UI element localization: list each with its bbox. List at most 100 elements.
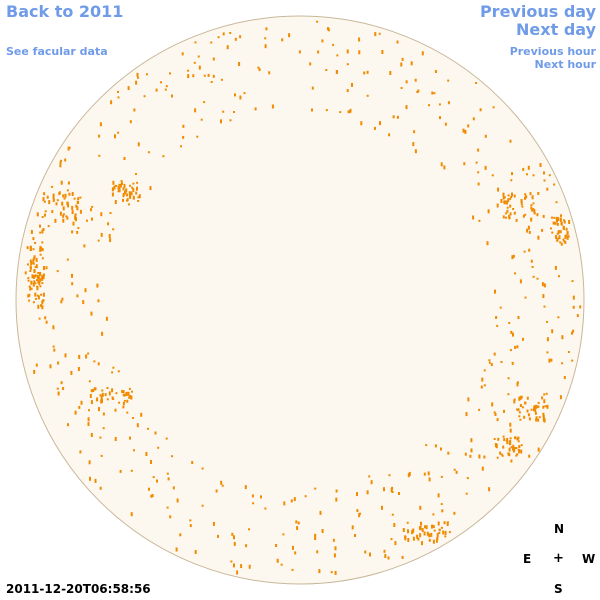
magnetic-spot [41, 241, 44, 244]
magnetic-spot [200, 118, 203, 121]
magnetic-spot [509, 428, 512, 433]
magnetic-spot [34, 274, 37, 278]
see-facular-data-link[interactable]: See facular data [6, 45, 108, 58]
magnetic-spot [275, 544, 278, 547]
magnetic-spot [478, 454, 481, 459]
magnetic-spot [100, 454, 103, 457]
magnetic-spot [483, 455, 486, 459]
magnetic-spot [221, 484, 224, 487]
magnetic-spot [57, 361, 60, 365]
magnetic-spot [264, 507, 267, 510]
next-day-link[interactable]: Next day [516, 20, 596, 39]
magnetic-spot [97, 299, 100, 303]
magnetic-spot [558, 235, 561, 240]
magnetic-spot [60, 381, 63, 385]
magnetic-spot [520, 203, 523, 206]
magnetic-spot [146, 73, 148, 76]
magnetic-spot [29, 270, 32, 272]
magnetic-spot [196, 135, 199, 138]
magnetic-spot [90, 389, 93, 393]
magnetic-spot [509, 212, 512, 216]
magnetic-spot [520, 200, 523, 204]
magnetic-spot [444, 122, 447, 126]
magnetic-spot [233, 563, 235, 568]
magnetic-spot [294, 551, 297, 555]
magnetic-spot [537, 401, 540, 404]
magnetic-spot [493, 411, 496, 414]
magnetic-spot [74, 213, 77, 216]
magnetic-spot [75, 204, 78, 208]
magnetic-spot [73, 197, 76, 200]
magnetic-spot [530, 217, 533, 222]
magnetic-spot [509, 349, 512, 352]
magnetic-spot [111, 189, 114, 191]
magnetic-spot [491, 402, 494, 407]
magnetic-spot [169, 515, 172, 519]
magnetic-spot [61, 297, 64, 301]
magnetic-spot [366, 94, 369, 97]
magnetic-spot [515, 218, 518, 222]
magnetic-spot [440, 503, 443, 506]
magnetic-spot [39, 231, 42, 234]
magnetic-spot [484, 134, 487, 138]
magnetic-spot [156, 479, 158, 483]
magnetic-spot [123, 157, 126, 160]
magnetic-spot [389, 71, 392, 75]
magnetic-spot [217, 534, 219, 538]
magnetic-spot [136, 181, 139, 184]
magnetic-spot [334, 570, 337, 575]
magnetic-spot [391, 491, 394, 493]
magnetic-spot [561, 335, 564, 340]
magnetic-spot [35, 297, 37, 300]
magnetic-spot [295, 520, 298, 524]
magnetic-spot [530, 206, 533, 210]
magnetic-spot [522, 167, 525, 171]
magnetic-spot [543, 283, 546, 288]
magnetic-spot [514, 345, 517, 349]
magnetic-spot [117, 96, 120, 99]
magnetic-spot [332, 43, 335, 46]
magnetic-spot [111, 388, 114, 393]
magnetic-spot [555, 235, 557, 239]
back-to-year-link[interactable]: Back to 2011 [6, 2, 124, 21]
magnetic-spot [392, 115, 395, 119]
magnetic-spot [538, 416, 541, 419]
magnetic-spot [118, 401, 121, 404]
magnetic-spot [311, 86, 314, 90]
magnetic-spot [210, 81, 213, 83]
magnetic-spot [484, 165, 487, 170]
magnetic-spot [465, 412, 468, 417]
magnetic-spot [487, 209, 490, 214]
magnetic-spot [521, 406, 524, 409]
next-hour-link[interactable]: Next hour [534, 58, 597, 71]
magnetic-spot [321, 39, 324, 43]
magnetic-spot [481, 377, 484, 382]
magnetic-spot [117, 370, 120, 373]
magnetic-spot [36, 274, 39, 279]
magnetic-spot [71, 230, 74, 234]
magnetic-spot [434, 444, 437, 448]
magnetic-spot [537, 405, 540, 408]
magnetic-spot [407, 529, 409, 534]
magnetic-spot [34, 292, 37, 297]
magnetic-spot [215, 489, 218, 493]
magnetic-spot [507, 377, 510, 380]
magnetic-spot [37, 304, 40, 309]
magnetic-spot [464, 452, 467, 456]
magnetic-spot [140, 412, 143, 417]
magnetic-spot [426, 531, 429, 536]
magnetic-spot [100, 397, 103, 402]
magnetic-spot [559, 241, 562, 244]
previous-day-link[interactable]: Previous day [479, 2, 596, 21]
magnetic-spot [76, 294, 79, 298]
magnetic-spot [171, 94, 173, 98]
magnetic-spot [472, 117, 475, 121]
magnetic-spot [52, 345, 55, 348]
previous-hour-link[interactable]: Previous hour [509, 45, 596, 58]
magnetic-spot [496, 203, 499, 208]
magnetic-spot [536, 277, 539, 280]
magnetic-spot [76, 230, 79, 234]
magnetic-spot [100, 394, 103, 398]
magnetic-spot [24, 271, 27, 275]
magnetic-spot [89, 394, 92, 398]
